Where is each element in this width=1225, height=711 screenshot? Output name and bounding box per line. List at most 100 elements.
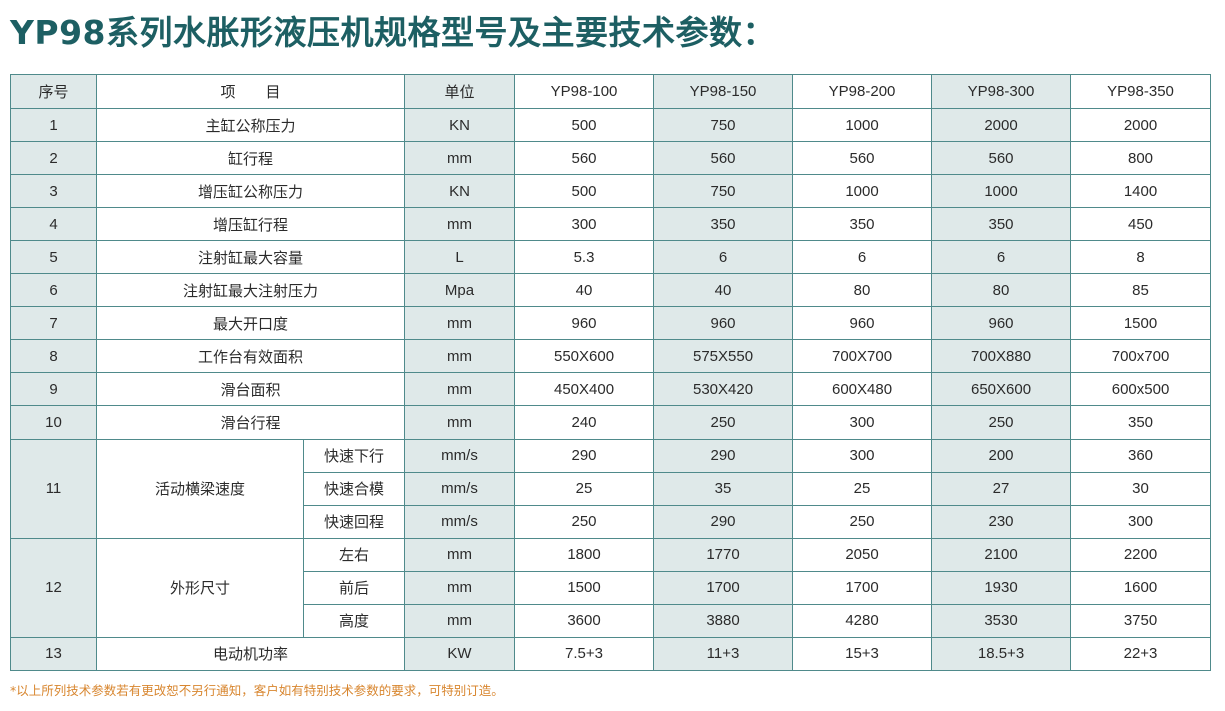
value-cell: 960	[792, 306, 933, 341]
sub-item-cell: 快速合模	[302, 471, 406, 506]
value-cell: 80	[931, 273, 1072, 308]
header-seq: 序号	[10, 73, 97, 110]
value-cell: 290	[514, 438, 655, 473]
value-cell: 240	[514, 405, 655, 440]
value-cell: 450X400	[514, 372, 655, 407]
item-cell: 注射缸最大容量	[95, 240, 406, 275]
item-cell: 滑台行程	[95, 405, 406, 440]
unit-cell: KN	[404, 108, 516, 143]
value-cell: 250	[514, 504, 655, 539]
table-row: 2 缸行程 mm 560 560 560 560 800	[10, 141, 1212, 176]
sub-item-cell: 快速下行	[302, 438, 406, 473]
value-cell: 8	[1070, 240, 1212, 275]
value-cell: 7.5+3	[514, 636, 655, 672]
table-row: 3 增压缸公称压力 KN 500 750 1000 1000 1400	[10, 174, 1212, 209]
page-title: YP98系列水胀形液压机规格型号及主要技术参数：	[10, 13, 777, 52]
value-cell: 1700	[653, 570, 794, 605]
value-cell: 560	[931, 141, 1072, 176]
spec-table-body: 序号 项 目 单位 YP98-100 YP98-150 YP98-200 YP9…	[10, 73, 1212, 672]
table-row: 10 滑台行程 mm 240 250 300 250 350	[10, 405, 1212, 440]
seq-cell: 8	[10, 339, 97, 374]
value-cell: 1700	[792, 570, 933, 605]
table-row: 前后 mm 1500 1700 1700 1930 1600	[11, 570, 1212, 605]
value-cell: 250	[653, 405, 794, 440]
seq-cell: 11	[10, 438, 97, 539]
value-cell: 250	[792, 504, 933, 539]
spec-table: 序号 项 目 单位 YP98-100 YP98-150 YP98-200 YP9…	[10, 73, 1212, 672]
table-header-row: 序号 项 目 单位 YP98-100 YP98-150 YP98-200 YP9…	[10, 73, 1212, 110]
sub-item-cell: 前后	[302, 570, 406, 605]
header-model: YP98-100	[514, 73, 655, 110]
value-cell: 290	[653, 504, 794, 539]
value-cell: 2050	[792, 537, 933, 572]
unit-cell: mm	[404, 372, 516, 407]
value-cell: 350	[792, 207, 933, 242]
value-cell: 500	[514, 108, 655, 143]
value-cell: 35	[653, 471, 794, 506]
unit-cell: mm	[404, 207, 516, 242]
item-cell: 注射缸最大注射压力	[95, 273, 406, 308]
item-cell: 电动机功率	[95, 636, 406, 672]
value-cell: 11+3	[653, 636, 794, 672]
unit-cell: mm/s	[404, 471, 516, 506]
value-cell: 2000	[1070, 108, 1212, 143]
value-cell: 300	[1070, 504, 1212, 539]
table-row: 5 注射缸最大容量 L 5.3 6 6 6 8	[10, 240, 1212, 275]
table-row: 7 最大开口度 mm 960 960 960 960 1500	[10, 306, 1212, 341]
item-cell: 工作台有效面积	[95, 339, 406, 374]
table-row: 4 增压缸行程 mm 300 350 350 350 450	[10, 207, 1212, 242]
unit-cell: mm	[404, 306, 516, 341]
value-cell: 530X420	[653, 372, 794, 407]
value-cell: 200	[931, 438, 1072, 473]
item-cell: 滑台面积	[95, 372, 406, 407]
footnote: *以上所列技术参数若有更改恕不另行通知，客户如有特别技术参数的要求，可特别订造。	[10, 683, 504, 698]
value-cell: 350	[1070, 405, 1212, 440]
value-cell: 80	[792, 273, 933, 308]
item-cell: 活动横梁速度	[96, 438, 304, 539]
value-cell: 750	[653, 108, 794, 143]
value-cell: 550X600	[514, 339, 655, 374]
table-row: 12 外形尺寸 左右 mm 1800 1770 2050 2100 2200	[10, 537, 1212, 638]
value-cell: 960	[653, 306, 794, 341]
value-cell: 22+3	[1070, 636, 1212, 672]
value-cell: 290	[653, 438, 794, 473]
value-cell: 700x700	[1070, 339, 1212, 374]
seq-cell: 1	[10, 108, 97, 143]
sub-item-cell: 高度	[302, 603, 406, 638]
value-cell: 230	[931, 504, 1072, 539]
value-cell: 2100	[931, 537, 1072, 572]
value-cell: 1000	[792, 108, 933, 143]
value-cell: 960	[931, 306, 1072, 341]
seq-cell: 9	[10, 372, 97, 407]
seq-cell: 2	[10, 141, 97, 176]
table-row: 9 滑台面积 mm 450X400 530X420 600X480 650X600 600x5…	[10, 372, 1212, 407]
value-cell: 1800	[514, 537, 655, 572]
item-cell: 最大开口度	[95, 306, 406, 341]
table-row: 快速回程 mm/s 250 290 250 230 300	[11, 504, 1212, 539]
value-cell: 6	[792, 240, 933, 275]
value-cell: 300	[514, 207, 655, 242]
value-cell: 700X880	[931, 339, 1072, 374]
unit-cell: mm	[404, 570, 516, 605]
value-cell: 250	[931, 405, 1072, 440]
value-cell: 1770	[653, 537, 794, 572]
item-cell: 外形尺寸	[96, 537, 304, 638]
value-cell: 960	[514, 306, 655, 341]
header-model: YP98-150	[653, 73, 794, 110]
value-cell: 40	[514, 273, 655, 308]
item-cell: 主缸公称压力	[95, 108, 406, 143]
value-cell: 750	[653, 174, 794, 209]
seq-cell: 3	[10, 174, 97, 209]
seq-cell: 7	[10, 306, 97, 341]
item-cell: 增压缸行程	[95, 207, 406, 242]
value-cell: 3530	[931, 603, 1072, 638]
value-cell: 25	[514, 471, 655, 506]
seq-cell: 10	[10, 405, 97, 440]
value-cell: 3750	[1070, 603, 1212, 638]
value-cell: 25	[792, 471, 933, 506]
unit-cell: mm	[404, 339, 516, 374]
header-model: YP98-200	[792, 73, 933, 110]
value-cell: 2200	[1070, 537, 1212, 572]
table-row: 11 活动横梁速度 快速下行 mm/s 290 290 300 200 360	[10, 438, 1212, 539]
unit-cell: KN	[404, 174, 516, 209]
